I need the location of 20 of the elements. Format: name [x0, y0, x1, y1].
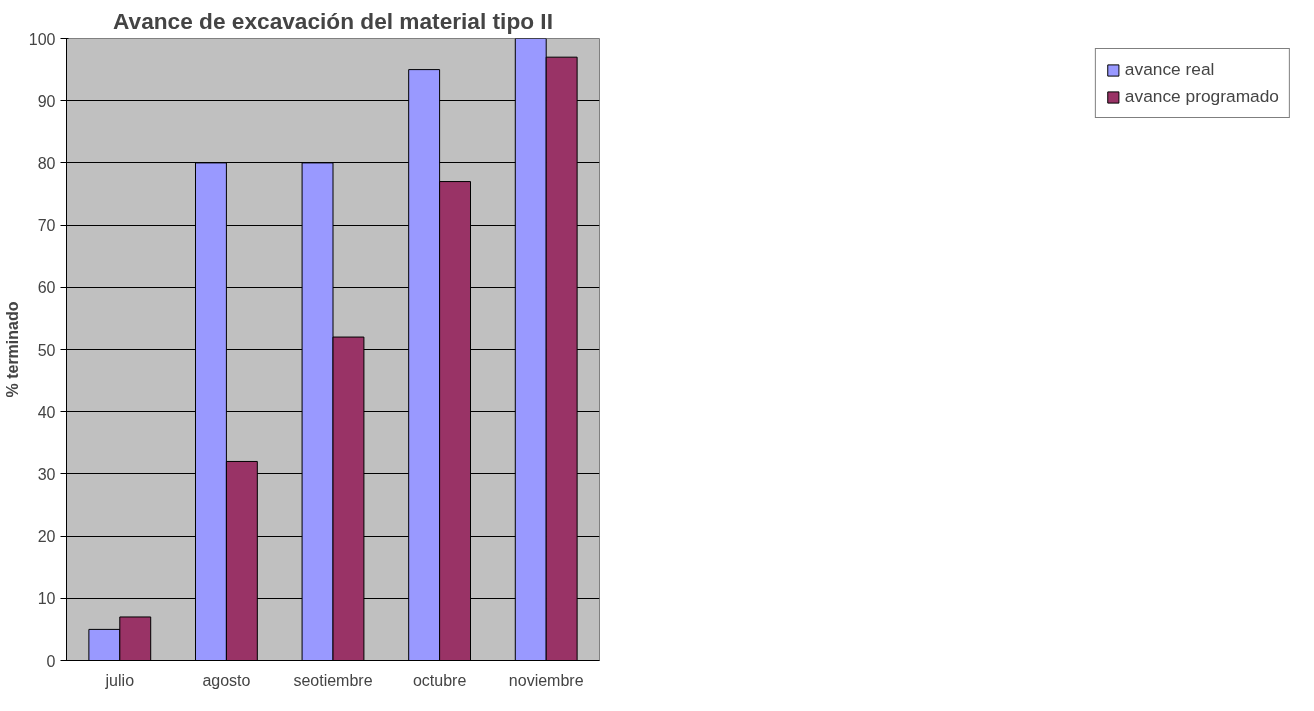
y-tick-label: 30: [37, 465, 56, 483]
y-tick-label: 60: [37, 279, 56, 297]
legend-label: avance programado: [1124, 86, 1279, 107]
x-tick-label: agosto: [202, 671, 251, 689]
y-tick-label: 10: [37, 590, 56, 608]
y-tick-label: 40: [37, 403, 56, 421]
legend-label: avance real: [1124, 59, 1215, 80]
y-tick-label: 80: [37, 154, 56, 172]
y-tick-label: 90: [37, 92, 56, 110]
x-tick-label: seotiembre: [293, 671, 373, 689]
x-tick-label: noviembre: [508, 671, 584, 689]
x-tick-label: octubre: [412, 671, 467, 689]
y-tick-label: 100: [28, 30, 56, 48]
y-tick-label: 50: [37, 341, 56, 359]
x-tick-label: julio: [104, 671, 135, 689]
y-axis-title: % terminado: [3, 301, 21, 398]
y-tick-label: 70: [37, 217, 56, 235]
chart-title: Avance de excavación del material tipo II: [113, 7, 553, 34]
y-tick-label: 0: [46, 652, 56, 670]
y-tick-label: 20: [37, 528, 56, 546]
